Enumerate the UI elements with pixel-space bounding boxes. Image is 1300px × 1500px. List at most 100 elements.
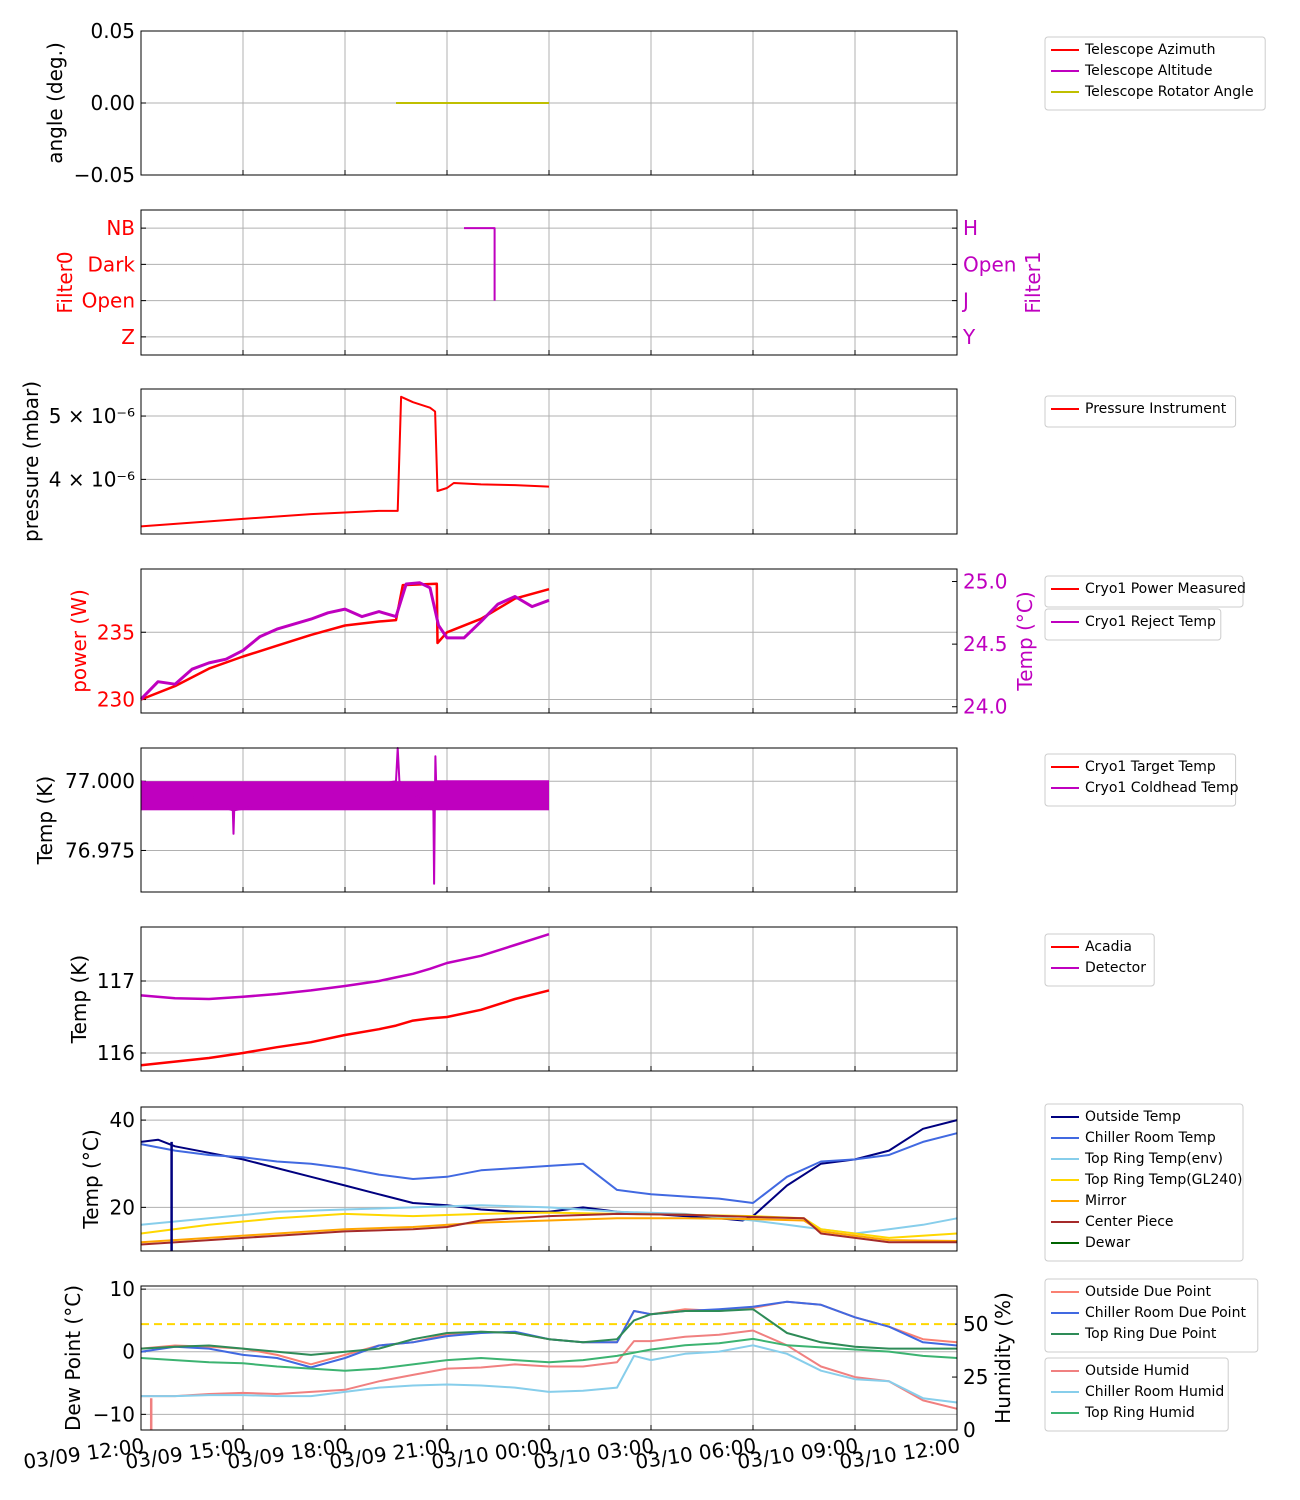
legend-entry: Outside Temp bbox=[1085, 1109, 1181, 1125]
series-filter1 bbox=[464, 227, 496, 301]
series-pressure-instrument bbox=[140, 395, 550, 528]
y-tick-label-right: 25 bbox=[963, 1365, 988, 1389]
panel-filters: Z Y Open J Dark Open NB H Filter0 Filter1 bbox=[53, 209, 1045, 356]
y-tick-label-right: 24.5 bbox=[963, 632, 1008, 656]
y-tick-label-right: H bbox=[963, 216, 978, 240]
series-top-ring-temp-env bbox=[140, 1204, 958, 1235]
legend-entry: Mirror bbox=[1085, 1193, 1126, 1209]
y-tick-label: 0.00 bbox=[90, 91, 135, 115]
y-tick-label: Dark bbox=[88, 252, 136, 276]
y-tick-label: 0 bbox=[122, 1340, 135, 1364]
series-center-piece bbox=[140, 1212, 957, 1246]
legend-entry: Top Ring Humid bbox=[1084, 1405, 1195, 1421]
y-axis-label: angle (deg.) bbox=[43, 42, 67, 164]
legend-box bbox=[1044, 36, 1266, 111]
y-tick-label: NB bbox=[106, 216, 135, 240]
y-axis-label: Dew Point (°C) bbox=[61, 1285, 85, 1431]
panel-environment: 20 40 Temp (°C) Outside Temp Chiller Room Te… bbox=[79, 1103, 1244, 1262]
y-axis-label-right: Humidity (%) bbox=[991, 1292, 1015, 1424]
y-axis-label: Temp (°C) bbox=[79, 1129, 103, 1229]
y-tick-label: 10 bbox=[110, 1277, 135, 1301]
series-top-ring-temp-gl240 bbox=[140, 1211, 958, 1239]
panel-cryo1-power: 230 235 24.0 24.5 25.0 power (W) Temp (°C) Cryo… bbox=[67, 568, 1246, 719]
series-mirror bbox=[140, 1217, 958, 1244]
legend-entry: Cryo1 Reject Temp bbox=[1085, 614, 1216, 630]
y-tick-label-right: 0 bbox=[963, 1418, 976, 1442]
series-acadia bbox=[140, 989, 550, 1067]
y-axis-label: power (W) bbox=[67, 589, 91, 693]
legend-entry: Chiller Room Due Point bbox=[1085, 1305, 1246, 1321]
y-tick-label: 77.000 bbox=[65, 769, 135, 793]
legend-entry: Dewar bbox=[1085, 1235, 1130, 1251]
y-tick-label: 40 bbox=[110, 1108, 135, 1132]
series-chiller-room-temp bbox=[140, 1132, 958, 1204]
legend-entry: Cryo1 Target Temp bbox=[1085, 759, 1216, 775]
series-top-ring-humid bbox=[140, 1337, 958, 1372]
y-tick-label-right: 50 bbox=[963, 1312, 988, 1336]
y-axis-label: Filter0 bbox=[53, 251, 77, 313]
y-tick-label-right: Open bbox=[963, 252, 1016, 276]
legend-entry: Pressure Instrument bbox=[1085, 401, 1227, 417]
legend-box bbox=[1044, 753, 1237, 807]
legend-box bbox=[1044, 575, 1244, 608]
coldhead-oscillation-band bbox=[141, 781, 549, 811]
y-tick-label: 76.975 bbox=[65, 838, 135, 862]
legend-entry: Top Ring Temp(GL240) bbox=[1084, 1172, 1243, 1188]
legend-entry: Outside Humid bbox=[1085, 1363, 1189, 1379]
y-tick-label-right: Y bbox=[962, 325, 976, 349]
panel-angles: −0.05 0.00 0.05 angle (deg.) Telescope Azimu… bbox=[43, 19, 1266, 187]
legend-box bbox=[1044, 1357, 1229, 1432]
panel-humidity: −10 0 10 0 25 50 Dew Point (°C) Humidity (%) Out… bbox=[61, 1277, 1259, 1442]
series-chiller-room-humid bbox=[141, 1344, 958, 1404]
legend-entry: Chiller Room Temp bbox=[1085, 1130, 1216, 1146]
y-tick-label: 5 × 10⁻⁶ bbox=[49, 404, 135, 428]
legend-box bbox=[1044, 608, 1222, 641]
legend-entry: Telescope Azimuth bbox=[1084, 42, 1215, 58]
legend-box bbox=[1044, 1103, 1244, 1262]
y-tick-label: 20 bbox=[110, 1195, 135, 1219]
legend-entry: Cryo1 Coldhead Temp bbox=[1085, 780, 1239, 796]
series-cryo1-power-measured bbox=[140, 582, 550, 701]
series-cryo1-coldhead-temp bbox=[140, 747, 549, 885]
y-tick-label: 116 bbox=[97, 1041, 135, 1065]
y-tick-label-right: 24.0 bbox=[963, 695, 1008, 719]
legend-box bbox=[1044, 395, 1237, 428]
y-tick-label: 4 × 10⁻⁶ bbox=[49, 467, 135, 491]
y-axis-label: Temp (K) bbox=[67, 955, 91, 1044]
y-axis-label-right: Filter1 bbox=[1021, 251, 1045, 313]
legend-entry: Center Piece bbox=[1085, 1214, 1174, 1230]
legend-entry: Outside Due Point bbox=[1085, 1284, 1212, 1300]
y-tick-label-right: 25.0 bbox=[963, 570, 1008, 594]
legend-box bbox=[1044, 1278, 1259, 1353]
series-detector bbox=[140, 933, 550, 1001]
y-tick-label: Z bbox=[121, 325, 135, 349]
legend-entry: Acadia bbox=[1085, 939, 1132, 955]
legend-entry: Cryo1 Power Measured bbox=[1085, 581, 1246, 597]
y-axis-label: Temp (K) bbox=[33, 776, 57, 865]
y-tick-label: 230 bbox=[97, 688, 135, 712]
legend-entry: Chiller Room Humid bbox=[1085, 1384, 1224, 1400]
y-tick-label: 0.05 bbox=[90, 19, 135, 43]
legend-entry: Telescope Altitude bbox=[1084, 63, 1213, 79]
y-tick-label: Open bbox=[82, 289, 135, 313]
series-cryo1-reject-temp bbox=[139, 581, 550, 701]
legend-entry: Detector bbox=[1085, 960, 1146, 976]
y-tick-label: 235 bbox=[97, 620, 135, 644]
panels: −0.05 0.00 0.05 angle (deg.) Telescope Azimu… bbox=[19, 19, 1266, 1442]
legend-entry: Top Ring Temp(env) bbox=[1084, 1151, 1223, 1167]
y-tick-label-right: J bbox=[961, 289, 969, 313]
series-top-ring-due-point bbox=[140, 1308, 957, 1356]
y-tick-label: −0.05 bbox=[74, 163, 135, 187]
y-axis-label: pressure (mbar) bbox=[19, 381, 43, 542]
y-axis-label-right: Temp (°C) bbox=[1013, 591, 1037, 691]
panel-cryo1-coldhead: 76.975 77.000 Temp (K) Cryo1 Target Temp Cry… bbox=[33, 747, 1239, 893]
series-outside-humid bbox=[141, 1329, 958, 1410]
y-tick-label: 117 bbox=[97, 969, 135, 993]
legend-entry: Top Ring Due Point bbox=[1084, 1326, 1217, 1342]
y-tick-label: −10 bbox=[93, 1402, 135, 1426]
legend-entry: Telescope Rotator Angle bbox=[1084, 84, 1254, 100]
